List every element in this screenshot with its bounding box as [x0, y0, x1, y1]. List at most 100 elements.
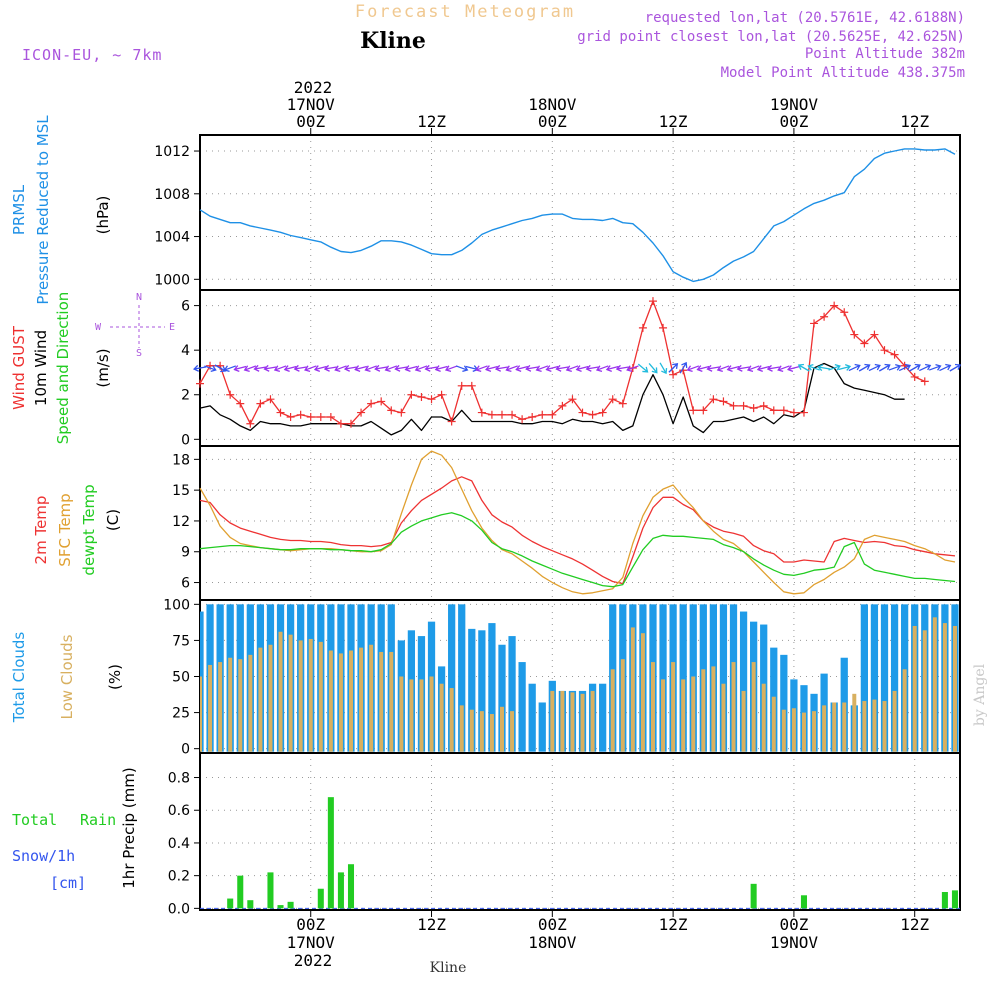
gust-marker	[266, 395, 275, 404]
gust-marker	[196, 379, 204, 388]
gust-marker	[820, 312, 829, 321]
low-cloud-bar	[812, 711, 817, 752]
wind-direction-arrow	[756, 365, 770, 372]
gust-marker	[316, 413, 325, 422]
wind-direction-arrow	[648, 362, 658, 374]
gust-marker	[638, 323, 647, 332]
wind-direction-arrow	[787, 365, 800, 372]
low-cloud-bar	[248, 654, 253, 752]
panel-5: 0.0 0.2 0.4 0.6 0.8	[168, 752, 961, 917]
low-cloud-bar	[399, 676, 404, 752]
wind-direction-arrow	[475, 365, 488, 373]
wind-direction-arrow	[679, 361, 688, 374]
gust-marker	[810, 319, 819, 328]
gust-marker	[850, 330, 859, 339]
gust-marker	[759, 401, 768, 410]
bottom-time-label: 00Z	[538, 915, 567, 934]
bottom-time-label: 12Z	[900, 915, 929, 934]
bottom-date-label: 19NOV	[770, 933, 819, 952]
gust-marker	[598, 408, 607, 417]
gust-marker	[387, 406, 396, 415]
low-cloud-bar	[510, 711, 515, 752]
model-altitude: Model Point Altitude 438.375m	[721, 65, 965, 81]
gust-marker	[407, 390, 416, 399]
bottom-year-label: 2022	[294, 951, 333, 970]
low-cloud-bar	[842, 702, 847, 752]
wind-direction-arrow	[204, 365, 217, 373]
panel-1: 1000 1004 1008 1012	[154, 134, 961, 291]
low-cloud-bar	[822, 705, 827, 752]
low-cloud-bar	[711, 666, 716, 752]
y-tick-label: 75	[172, 633, 190, 649]
low-cloud-bar	[781, 709, 786, 752]
low-cloud-bar	[208, 664, 213, 752]
low-clouds-label: Low Clouds	[58, 634, 76, 719]
gust-marker	[669, 370, 678, 379]
total-cloud-bar	[488, 623, 496, 752]
low-cloud-bar	[570, 692, 575, 752]
precip-snow-label: Snow/1h	[12, 847, 75, 865]
rain-bar	[317, 888, 324, 909]
total-cloud-bar	[528, 683, 536, 752]
bottom-date-label: 17NOV	[287, 933, 336, 952]
rain-bar	[327, 797, 334, 909]
rain-bar	[337, 872, 344, 909]
gust-marker	[910, 372, 919, 381]
rain-bar	[347, 864, 355, 909]
compass-n: N	[136, 292, 142, 303]
gust-marker	[236, 399, 245, 408]
gust-marker	[729, 401, 738, 410]
low-cloud-bar	[560, 690, 565, 752]
wind-direction-arrow	[283, 365, 297, 372]
gust-marker	[548, 410, 557, 419]
low-cloud-bar	[338, 653, 343, 752]
low-cloud-bar	[369, 644, 374, 752]
gust-marker	[367, 399, 376, 408]
wind-direction-arrow	[807, 363, 820, 371]
panel-3: 6 9 12 15 18	[172, 445, 961, 601]
plot-panels: 1000 1004 1008 1012 0 2 4 6 6 9 12 15 18 0 25 50 75 100 0.…	[154, 134, 962, 917]
low-cloud-bar	[650, 662, 655, 752]
wind-direction-arrow	[878, 363, 891, 372]
low-cloud-bar	[590, 690, 595, 752]
wind-direction-arrow	[939, 363, 952, 372]
rain-bar	[267, 872, 274, 909]
gust-marker	[648, 297, 657, 306]
footer-location: Kline	[430, 960, 467, 976]
low-cloud-bar	[318, 641, 323, 752]
gust-marker	[870, 330, 879, 339]
low-cloud-bar	[912, 625, 917, 752]
gust-marker	[326, 413, 335, 422]
wind-direction-arrow	[766, 364, 780, 372]
gridpoint-coords: grid point closest lon,lat (20.5625E, 42…	[577, 29, 965, 45]
cloud-bars	[200, 604, 959, 752]
y-tick-label: 50	[172, 670, 190, 686]
wind-direction-arrow	[192, 364, 207, 372]
low-cloud-bar	[630, 627, 635, 752]
low-cloud-bar	[731, 662, 736, 752]
low-cloud-bar	[298, 640, 303, 752]
gust-marker	[538, 410, 547, 419]
low-cloud-bar	[932, 617, 937, 752]
gust-marker	[296, 410, 305, 419]
total-cloud-bar	[468, 628, 476, 752]
gust-marker	[336, 419, 345, 428]
low-cloud-bar	[832, 702, 837, 752]
gust-marker	[739, 401, 748, 410]
wind-direction-arrow	[686, 365, 700, 373]
gust-marker	[689, 406, 698, 415]
low-cloud-bar	[610, 669, 615, 752]
gust-marker	[709, 395, 718, 404]
low-cloud-bar	[741, 690, 746, 752]
y-tick-label: 0	[181, 432, 190, 448]
wind-direction-arrow	[364, 365, 377, 373]
dewpt-label: dewpt Temp	[80, 484, 98, 575]
y-tick-label: 100	[163, 597, 190, 613]
precip-total-label: Total	[12, 811, 57, 829]
low-cloud-bar	[258, 647, 263, 752]
pressure-label-2: Pressure Reduced to MSL	[34, 115, 52, 305]
top-date-label: 17NOV	[287, 95, 336, 114]
pressure-line	[199, 148, 956, 283]
wind-direction-arrow	[898, 363, 912, 372]
y-tick-label: 12	[172, 514, 190, 530]
